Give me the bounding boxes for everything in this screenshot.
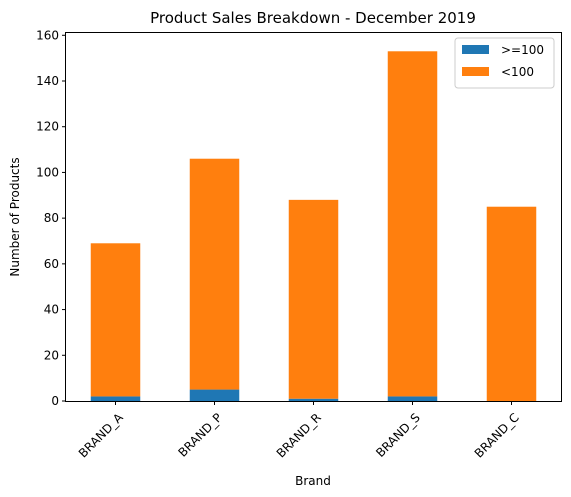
y-tick-label: 80 (44, 211, 59, 225)
x-tick-label: BRAND_R (274, 410, 324, 460)
x-tick-label: BRAND_C (472, 410, 522, 460)
y-axis-ticks: 0 20 40 60 80 100 120 140 160 (36, 28, 66, 408)
bar-segment (387, 51, 438, 397)
legend-swatch (462, 45, 489, 54)
y-tick-label: 160 (36, 28, 59, 42)
legend-label: >=100 (501, 43, 544, 57)
bar-segment (189, 389, 240, 401)
y-tick-label: 60 (44, 257, 59, 271)
legend-label: <100 (501, 65, 534, 79)
y-axis-label: Number of Products (8, 157, 22, 276)
bar-segment (288, 398, 339, 401)
y-tick-label: 0 (51, 394, 59, 408)
y-tick-label: 140 (36, 74, 59, 88)
x-tick-label: BRAND_S (373, 410, 423, 460)
chart-title: Product Sales Breakdown - December 2019 (150, 9, 476, 27)
bar-segment (90, 396, 141, 401)
bars-group (90, 51, 537, 401)
bar-segment (90, 243, 141, 397)
x-tick-label: BRAND_P (176, 410, 225, 459)
legend-swatch (462, 67, 489, 76)
plot-frame (65, 32, 562, 402)
x-axis-label: Brand (295, 474, 331, 488)
y-tick-label: 120 (36, 120, 59, 134)
bar-segment (387, 396, 438, 401)
y-tick-label: 100 (36, 165, 59, 179)
x-axis-ticks: BRAND_A BRAND_P BRAND_R BRAND_S BRAND_C (76, 401, 522, 461)
y-tick-label: 40 (44, 303, 59, 317)
x-tick-label: BRAND_A (76, 410, 127, 461)
y-tick-label: 20 (44, 348, 59, 362)
legend: >=100 <100 (454, 37, 555, 89)
bar-segment (288, 199, 339, 399)
bar-segment (189, 158, 240, 390)
bar-segment (486, 206, 537, 401)
